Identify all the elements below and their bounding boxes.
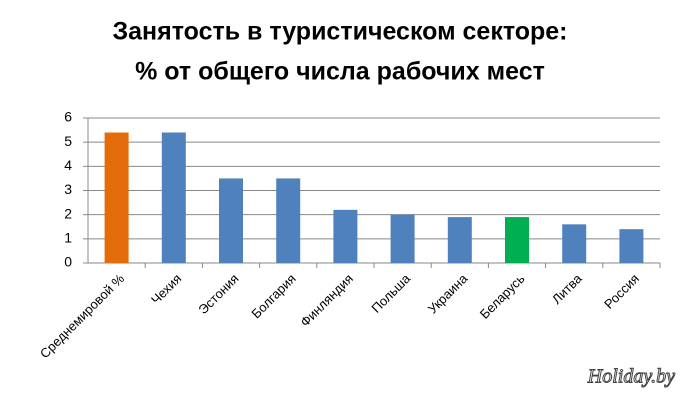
x-tick-label: Болгария bbox=[248, 271, 298, 321]
y-tick-label: 4 bbox=[64, 157, 72, 173]
x-tick-label: Финляндия bbox=[297, 271, 356, 330]
x-tick-label: Польша bbox=[368, 270, 413, 315]
x-tick-label: Беларусь bbox=[477, 271, 528, 322]
x-tick-label: Эстония bbox=[195, 271, 241, 317]
x-tick-label: Россия bbox=[601, 271, 642, 312]
y-tick-label: 6 bbox=[64, 109, 72, 125]
x-tick-label: Среднемировой % bbox=[37, 271, 128, 362]
bar bbox=[390, 214, 415, 263]
bar bbox=[619, 229, 644, 263]
y-tick-label: 2 bbox=[64, 205, 72, 221]
bar bbox=[505, 217, 529, 263]
y-tick-label: 3 bbox=[64, 181, 72, 197]
bar bbox=[276, 178, 301, 263]
x-tick-label: Чехия bbox=[148, 271, 184, 307]
chart-subtitle: % от общего числа рабочих мест bbox=[135, 58, 545, 86]
x-tick-label: Украина bbox=[425, 270, 471, 316]
x-tick-label: Литва bbox=[549, 270, 585, 306]
y-tick-label: 5 bbox=[64, 133, 72, 149]
bar bbox=[562, 224, 587, 263]
bar bbox=[161, 132, 186, 263]
y-tick-label: 0 bbox=[64, 254, 72, 270]
chart-title: Занятость в туристическом секторе: bbox=[112, 18, 567, 46]
bar bbox=[447, 217, 472, 263]
bar bbox=[219, 178, 243, 263]
bar bbox=[333, 209, 358, 263]
watermark: Holiday.by bbox=[587, 366, 675, 388]
bar bbox=[104, 132, 129, 263]
y-tick-label: 1 bbox=[64, 230, 72, 246]
